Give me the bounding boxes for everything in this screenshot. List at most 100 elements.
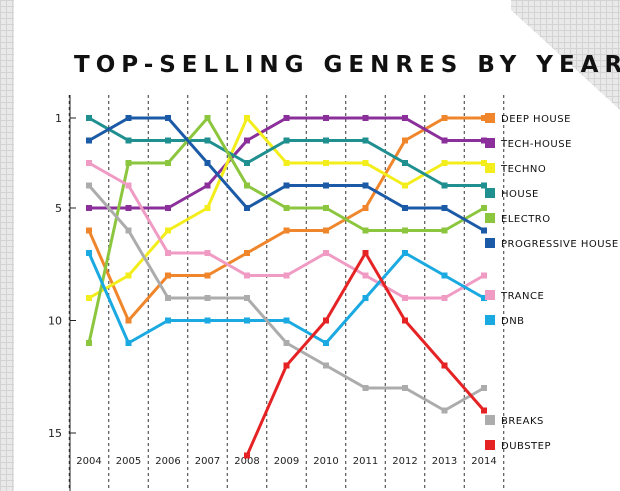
x-tick-label: 2006 xyxy=(155,456,180,467)
data-point xyxy=(362,295,369,301)
legend-swatch xyxy=(485,415,495,425)
y-tick-label: 15 xyxy=(48,427,62,440)
x-tick-label: 2005 xyxy=(116,456,141,467)
data-point xyxy=(244,160,250,166)
data-point xyxy=(283,362,290,369)
data-point xyxy=(125,205,132,211)
data-point xyxy=(362,137,369,144)
data-point xyxy=(204,295,211,301)
data-point xyxy=(165,295,171,301)
data-point xyxy=(204,160,211,166)
data-point xyxy=(204,317,211,324)
data-point xyxy=(125,115,132,121)
data-point xyxy=(244,205,250,211)
x-tick-label: 2009 xyxy=(274,456,299,467)
legend: DEEP HOUSE TECH-HOUSE TECHNO HOUSE ELECTRO PR… xyxy=(485,113,619,452)
data-point xyxy=(323,340,329,346)
data-point xyxy=(481,182,487,189)
data-point xyxy=(441,115,448,121)
data-point xyxy=(441,137,448,144)
data-point xyxy=(402,317,408,324)
data-point xyxy=(402,115,408,121)
data-point xyxy=(323,227,329,234)
data-point xyxy=(441,182,448,189)
data-point xyxy=(86,295,92,301)
data-point xyxy=(481,205,487,211)
data-point xyxy=(165,137,171,144)
x-tick-label: 2013 xyxy=(432,456,457,467)
legend-label: DUBSTEP xyxy=(501,441,551,452)
data-point xyxy=(481,385,487,391)
data-point xyxy=(323,250,329,256)
data-point xyxy=(481,137,487,144)
data-point xyxy=(125,317,132,324)
data-point xyxy=(441,407,448,414)
data-point xyxy=(441,295,448,301)
data-point xyxy=(323,182,329,189)
x-tick-label: 2014 xyxy=(471,456,496,467)
legend-swatch xyxy=(485,213,495,223)
y-tick-label: 10 xyxy=(48,315,62,328)
data-point xyxy=(323,362,329,369)
data-point xyxy=(481,295,487,301)
legend-label: PROGRESSIVE HOUSE xyxy=(501,239,619,250)
data-point xyxy=(125,160,132,166)
legend-swatch xyxy=(485,138,495,148)
data-point xyxy=(283,115,290,121)
data-point xyxy=(283,340,290,346)
data-point xyxy=(244,452,250,459)
data-point xyxy=(244,295,250,301)
data-point xyxy=(283,137,290,144)
data-point xyxy=(323,160,329,166)
data-point xyxy=(323,205,329,211)
data-point xyxy=(244,115,250,121)
data-point xyxy=(362,182,369,189)
data-point xyxy=(481,160,487,166)
data-point xyxy=(204,272,211,279)
data-point xyxy=(283,182,290,189)
x-tick-label: 2007 xyxy=(195,456,220,467)
y-tick-label: 5 xyxy=(55,202,62,215)
data-point xyxy=(165,160,171,166)
data-point xyxy=(362,385,369,391)
data-point xyxy=(481,115,487,121)
data-point xyxy=(244,137,250,144)
data-point xyxy=(402,227,408,234)
data-point xyxy=(283,160,290,166)
data-point xyxy=(362,115,369,121)
data-point xyxy=(244,317,250,324)
legend-swatch xyxy=(485,315,495,325)
data-point xyxy=(441,227,448,234)
y-tick-label: 1 xyxy=(55,112,62,125)
data-point xyxy=(165,205,171,211)
data-point xyxy=(441,205,448,211)
data-point xyxy=(86,250,92,256)
data-point xyxy=(125,227,132,234)
data-point xyxy=(86,182,92,189)
data-point xyxy=(204,250,211,256)
data-point xyxy=(125,340,132,346)
legend-swatch xyxy=(485,188,495,198)
x-tick-label: 2011 xyxy=(353,456,378,467)
legend-label: DEEP HOUSE xyxy=(501,114,571,125)
data-point xyxy=(165,227,171,234)
data-point xyxy=(86,137,92,144)
data-point xyxy=(125,137,132,144)
data-point xyxy=(283,272,290,279)
data-point xyxy=(204,115,211,121)
data-point xyxy=(165,272,171,279)
data-point xyxy=(86,115,92,121)
data-point xyxy=(402,137,408,144)
chart-panel xyxy=(14,0,620,491)
data-point xyxy=(204,137,211,144)
data-point xyxy=(402,182,408,189)
data-point xyxy=(441,362,448,369)
data-point xyxy=(402,160,408,166)
year-gridlines xyxy=(68,95,505,491)
data-point xyxy=(283,227,290,234)
data-point xyxy=(86,205,92,211)
data-point xyxy=(86,340,92,346)
data-point xyxy=(244,272,250,279)
